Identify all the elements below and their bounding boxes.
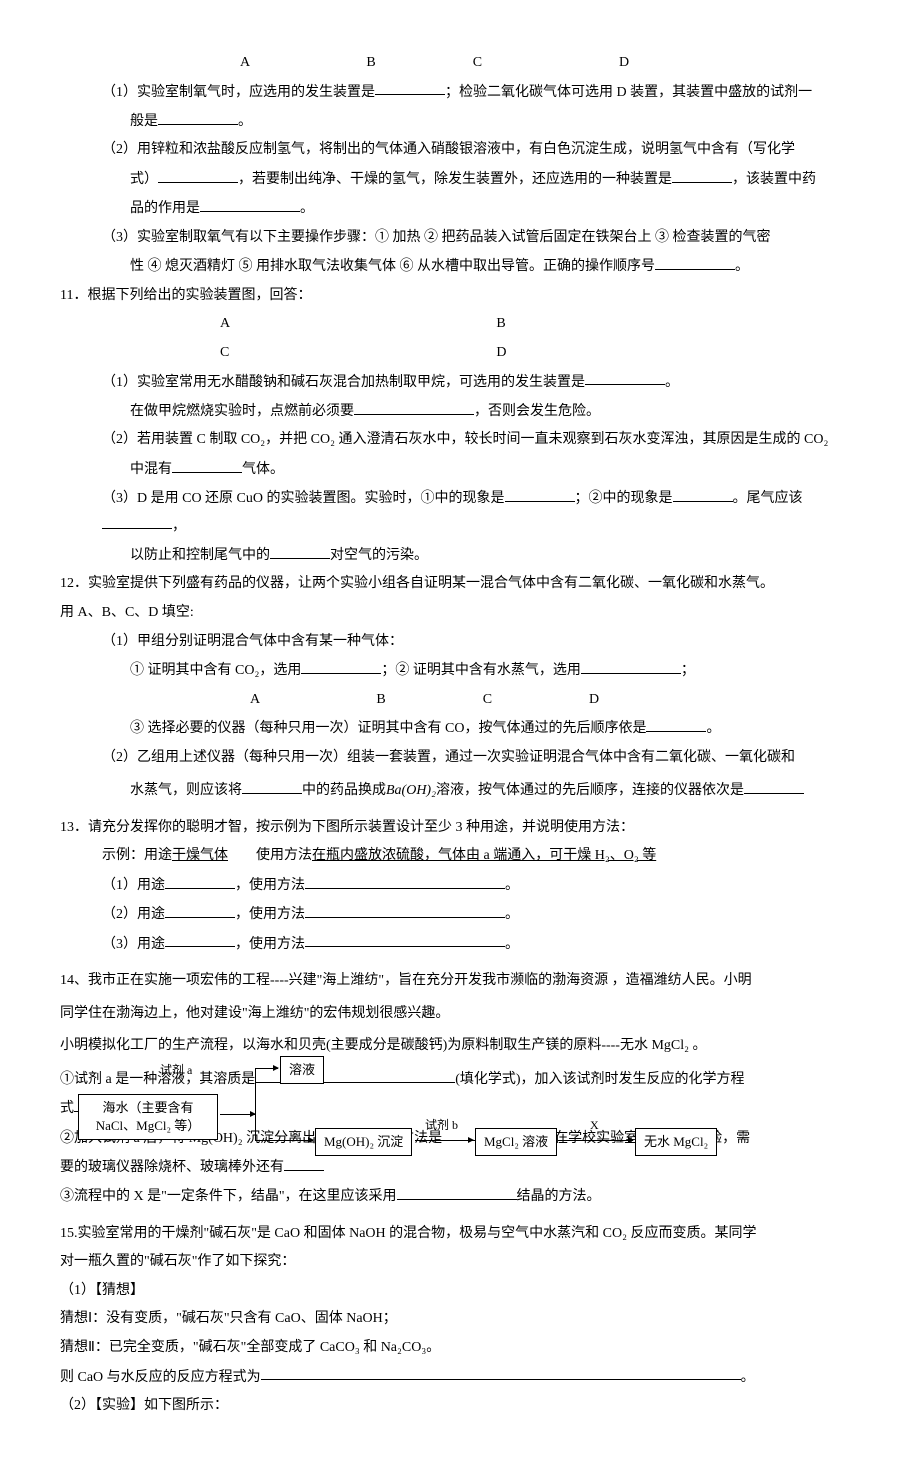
blank[interactable] xyxy=(442,1125,512,1142)
blank[interactable] xyxy=(744,777,804,794)
q14-p2: ②加入试剂 a 后，将 Mg(OH)₂ 沉淀分离出来，应该用的方法是，如果在学校… xyxy=(60,1125,860,1152)
blank[interactable] xyxy=(672,166,732,183)
q11-3-line2: 以防止和控制尾气中的对空气的污染。 xyxy=(60,542,860,569)
q12-1b: ③ 选择必要的仪器（每种只用一次）证明其中含有 CO，按气体通过的先后顺序依是。 xyxy=(60,715,860,742)
q13-r1: （1）用途，使用方法。 xyxy=(60,872,860,899)
q11-title: 11．根据下列给出的实验装置图，回答： xyxy=(60,283,860,310)
blank[interactable] xyxy=(673,485,733,502)
blank[interactable] xyxy=(581,657,681,674)
q11-2-line2: 中混有气体。 xyxy=(60,456,860,483)
q12-1-title: （1）甲组分别证明混合气体中含有某一种气体： xyxy=(60,629,860,656)
q14-p2-l2: 要的玻璃仪器除烧杯、玻璃棒外还有 xyxy=(60,1154,860,1181)
blank[interactable] xyxy=(354,398,474,415)
example-use: 干燥气体 xyxy=(172,848,228,863)
label-d: D xyxy=(619,55,629,70)
q10-1-line1: （1）实验室制氧气时，应选用的发生装置是；检验二氧化碳气体可选用 D 装置，其装… xyxy=(60,79,860,106)
blank[interactable] xyxy=(284,1154,324,1171)
blank[interactable] xyxy=(158,108,238,125)
q15-guess1: 猜想Ⅰ：没有变质，"碱石灰"只含有 CaO、固体 NaOH； xyxy=(60,1306,860,1333)
q14-p3: ③流程中的 X 是"一定条件下，结晶"，在这里应该采用结晶的方法。 xyxy=(60,1183,860,1210)
blank[interactable] xyxy=(200,195,300,212)
blank[interactable] xyxy=(172,456,242,473)
formula-baoh2: Ba(OH)₂ xyxy=(386,783,436,798)
q10-2-line1: （2）用锌粒和浓盐酸反应制氢气，将制出的气体通入硝酸银溶液中，有白色沉淀生成，说… xyxy=(60,137,860,164)
blank[interactable] xyxy=(165,931,235,948)
q13-title: 13．请充分发挥你的聪明才智，按示例为下图所示装置设计至少 3 种用途，并说明使… xyxy=(60,815,860,842)
q12-labels: A B C D xyxy=(60,687,860,714)
blank[interactable] xyxy=(158,166,238,183)
blank[interactable] xyxy=(585,369,665,386)
blank[interactable] xyxy=(74,1095,114,1112)
q11-1-line2: 在做甲烷燃烧实验时，点燃前必须要，否则会发生危险。 xyxy=(60,398,860,425)
blank[interactable] xyxy=(375,79,445,96)
q15-p2-title: （2）【实验】如下图所示： xyxy=(60,1393,860,1420)
q11-row1: A B xyxy=(60,311,860,338)
q15-p1-title: （1）【猜想】 xyxy=(60,1278,860,1305)
q11-row2: C D xyxy=(60,340,860,367)
q10-2-line3: 品的作用是。 xyxy=(60,195,860,222)
q12-1a: ① 证明其中含有 CO₂，选用；② 证明其中含有水蒸气，选用； xyxy=(60,657,860,684)
label-c: C xyxy=(473,55,482,70)
blank[interactable] xyxy=(397,1183,517,1200)
q15-line2: 对一瓶久置的"碱石灰"作了如下探究： xyxy=(60,1249,860,1276)
q15-guess2: 猜想Ⅱ：已完全变质，"碱石灰"全部变成了 CaCO₃ 和 Na₂CO₃。 xyxy=(60,1335,860,1362)
label-a: A xyxy=(240,55,249,70)
q15-eq: 则 CaO 与水反应的反应方程式为。 xyxy=(60,1364,860,1391)
q14-line2: 同学住在渤海边上，他对建设"海上潍纺"的宏伟规划很感兴趣。 xyxy=(60,1001,860,1028)
q10-1-line2: 般是。 xyxy=(60,108,860,135)
blank[interactable] xyxy=(270,542,330,559)
q11-3-line1: （3）D 是用 CO 还原 CuO 的实验装置图。实验时，①中的现象是；②中的现… xyxy=(60,485,860,540)
q14-p1-l2: 式 xyxy=(60,1095,860,1122)
q12-line2: 用 A、B、C、D 填空: xyxy=(60,600,860,627)
q14-p1: ①试剂 a 是一种溶液，其溶质是(填化学式)，加入该试剂时发生反应的化学方程 xyxy=(60,1066,860,1093)
blank[interactable] xyxy=(301,657,381,674)
blank[interactable] xyxy=(261,1364,741,1381)
q12-2-line2: 水蒸气，则应该将中的药品换成Ba(OH)₂溶液，按气体通过的先后顺序，连接的仪器… xyxy=(60,777,860,804)
blank[interactable] xyxy=(305,872,505,889)
q13-example: 示例：用途干燥气体 使用方法在瓶内盛放浓硫酸，气体由 a 端通入，可干燥 H₂、… xyxy=(60,843,860,870)
example-method: 在瓶内盛放浓硫酸，气体由 a 端通入，可干燥 H₂、O₂ 等 xyxy=(312,848,656,863)
q11-2-line1: （2）若用装置 C 制取 CO₂，并把 CO₂ 通入澄清石灰水中，较长时间一直未… xyxy=(60,427,860,454)
q14-line3: 小明模拟化工厂的生产流程，以海水和贝壳(主要成分是碳酸钙)为原料制取生产镁的原料… xyxy=(60,1033,860,1060)
blank[interactable] xyxy=(505,485,575,502)
q10-labels: A B C D xyxy=(60,50,860,77)
q14-line1: 14、我市正在实施一项宏伟的工程----兴建"海上潍纺"，旨在充分开发我市濒临的… xyxy=(60,968,860,995)
blank[interactable] xyxy=(102,513,172,530)
q13-r3: （3）用途，使用方法。 xyxy=(60,931,860,958)
blank[interactable] xyxy=(305,931,505,948)
q13-r2: （2）用途，使用方法。 xyxy=(60,901,860,928)
q12-2-line1: （2）乙组用上述仪器（每种只用一次）组装一套装置，通过一次实验证明混合气体中含有… xyxy=(60,745,860,772)
blank[interactable] xyxy=(646,715,706,732)
blank[interactable] xyxy=(165,901,235,918)
q10-3-line1: （3）实验室制取氧气有以下主要操作步骤：① 加热 ② 把药品装入试管后固定在铁架… xyxy=(60,225,860,252)
q12-line1: 12．实验室提供下列盛有药品的仪器，让两个实验小组各自证明某一混合气体中含有二氧… xyxy=(60,571,860,598)
q15-line1: 15.实验室常用的干燥剂"碱石灰"是 CaO 和固体 NaOH 的混合物，极易与… xyxy=(60,1221,860,1248)
blank[interactable] xyxy=(655,253,735,270)
blank[interactable] xyxy=(305,901,505,918)
q10-2-line2: 式），若要制出纯净、干燥的氢气，除发生装置外，还应选用的一种装置是，该装置中药 xyxy=(60,166,860,193)
blank[interactable] xyxy=(165,872,235,889)
q10-3-line2: 性 ④ 熄灭酒精灯 ⑤ 用排水取气法收集气体 ⑥ 从水槽中取出导管。正确的操作顺… xyxy=(60,253,860,280)
blank[interactable] xyxy=(242,777,302,794)
blank[interactable] xyxy=(255,1066,455,1083)
q11-1-line1: （1）实验室常用无水醋酸钠和碱石灰混合加热制取甲烷，可选用的发生装置是。 xyxy=(60,369,860,396)
label-b: B xyxy=(366,55,375,70)
